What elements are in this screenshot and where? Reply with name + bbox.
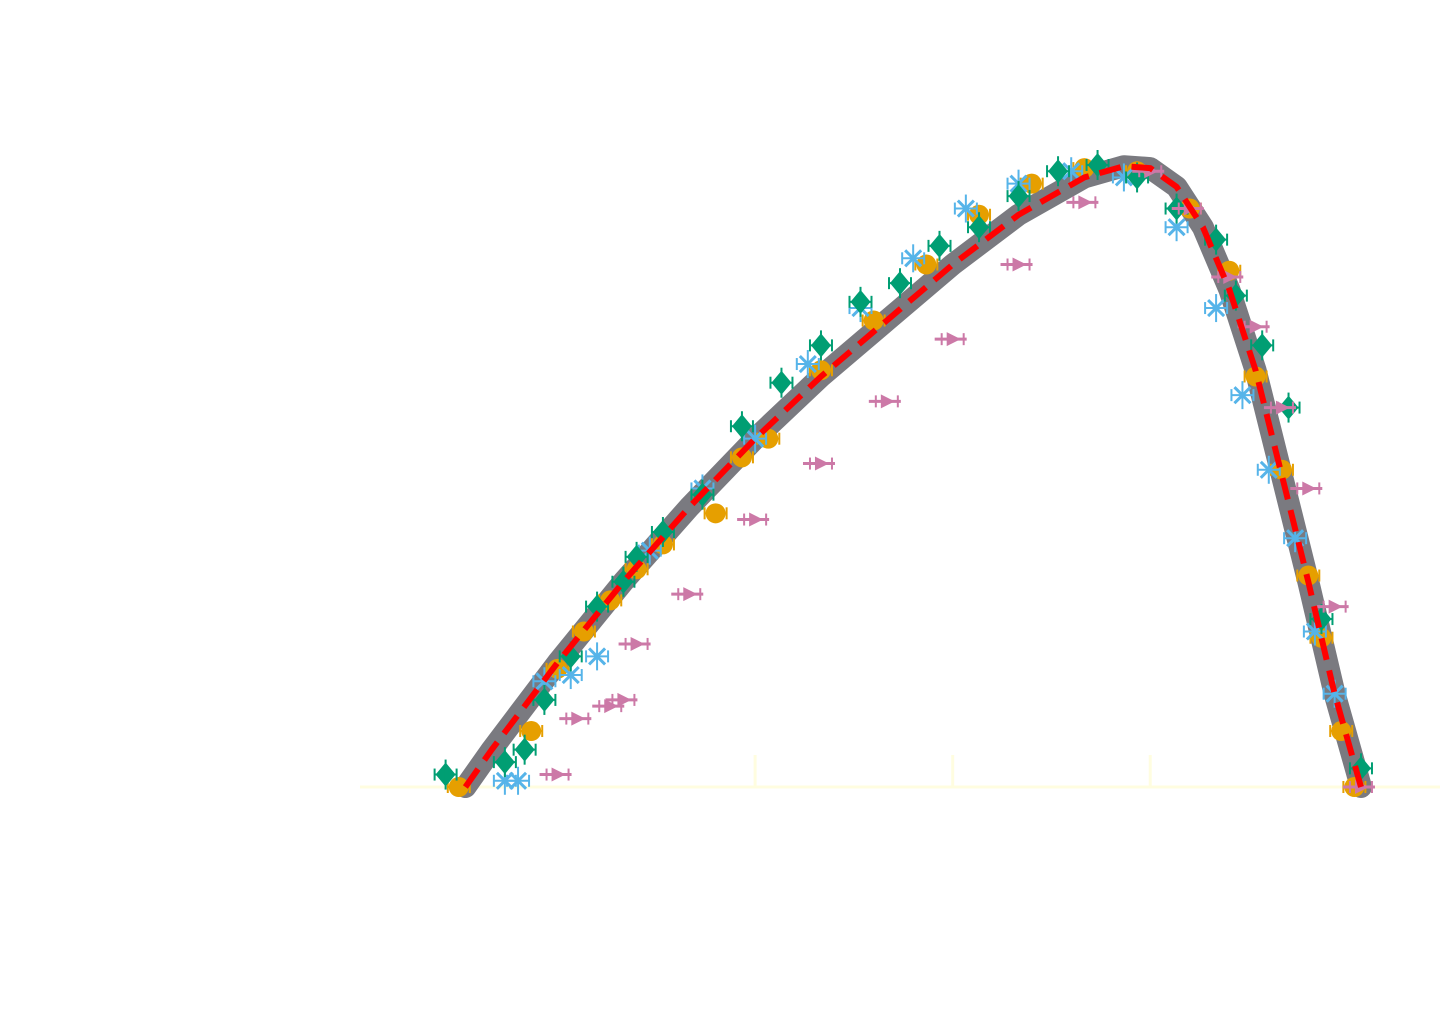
series-3-point [1211, 269, 1244, 284]
series-2-point [769, 367, 794, 398]
series-1-point [558, 661, 583, 690]
series-2-point [585, 591, 610, 622]
series-2-point [532, 684, 557, 715]
series-1-point [506, 766, 531, 795]
series-3-point [539, 767, 572, 782]
series-2-point [927, 230, 952, 261]
series-1-point [795, 350, 820, 379]
circle-marker [1021, 173, 1042, 194]
series-1-point [1230, 381, 1255, 410]
series-3-point [1263, 400, 1296, 415]
series-2-point [650, 516, 675, 547]
series-2-point [1006, 181, 1031, 212]
series-2-point [729, 411, 754, 442]
series-2-point [512, 734, 537, 765]
series-0-point [446, 777, 471, 797]
series-3-point [671, 587, 704, 602]
series-1-point [1256, 455, 1281, 484]
series-2-point [492, 747, 517, 778]
series-1-point [1204, 294, 1229, 323]
series-3-point [1066, 195, 1099, 210]
series-2-point [888, 268, 912, 299]
marker-layer [433, 150, 1375, 797]
series-3-point [868, 394, 901, 409]
series-2-point [808, 330, 833, 361]
circle-marker [521, 721, 542, 742]
series-0-point [703, 503, 728, 524]
series-3-point [1316, 599, 1349, 614]
series-3-point [934, 332, 967, 347]
series-2-point [1046, 156, 1071, 187]
series-0-point [519, 721, 544, 742]
series-2-point [433, 759, 458, 790]
series-0 [446, 158, 1367, 797]
fit-line [462, 163, 1364, 789]
fit-layer [462, 163, 1364, 789]
series-1-point [953, 194, 978, 223]
circle-marker [731, 447, 752, 468]
series-2 [433, 150, 1373, 790]
series-2-point [967, 212, 992, 243]
series-2-point [1250, 330, 1275, 361]
series-3-point [802, 456, 835, 471]
series-2-point [1085, 150, 1110, 180]
series-1-point [743, 424, 768, 453]
circle-marker [916, 254, 937, 275]
circle-marker [448, 777, 469, 797]
series-2-point [848, 286, 873, 317]
series-3-point [737, 512, 770, 527]
series-0-point [729, 447, 754, 468]
series-1-point [1164, 213, 1189, 242]
series-3-point [605, 692, 638, 707]
series-3-point [559, 711, 592, 726]
series-1-point [585, 642, 610, 671]
circle-marker [705, 503, 726, 524]
series-1-point [901, 244, 926, 273]
x-axis [360, 755, 1440, 789]
series-3-point [618, 636, 651, 651]
series-3-point [1000, 257, 1033, 272]
series-3-point [1290, 481, 1323, 496]
